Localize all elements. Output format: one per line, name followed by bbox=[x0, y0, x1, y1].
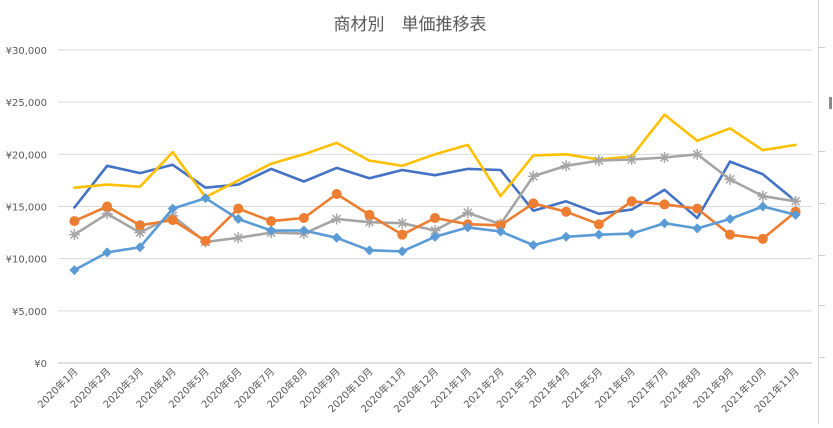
data-point-marker bbox=[659, 218, 670, 229]
data-point-marker bbox=[331, 213, 343, 225]
data-point-marker bbox=[659, 199, 670, 210]
series-4 bbox=[69, 188, 801, 246]
data-point-marker bbox=[626, 196, 637, 207]
data-point-marker bbox=[200, 235, 211, 246]
data-point-marker bbox=[167, 215, 178, 226]
data-point-marker bbox=[790, 195, 802, 207]
series-5 bbox=[69, 193, 801, 276]
edge-tick bbox=[819, 151, 825, 152]
data-point-marker bbox=[757, 190, 769, 202]
data-point-marker bbox=[69, 216, 80, 227]
data-point-marker bbox=[561, 206, 572, 217]
data-point-marker bbox=[757, 233, 768, 244]
data-point-marker bbox=[462, 207, 474, 219]
data-point-marker bbox=[527, 170, 539, 182]
edge-tick bbox=[819, 305, 825, 306]
data-point-marker bbox=[658, 151, 670, 163]
data-point-marker bbox=[626, 228, 637, 239]
series-lines bbox=[68, 113, 802, 276]
data-point-marker bbox=[560, 160, 572, 172]
data-point-marker bbox=[68, 229, 80, 241]
series-line bbox=[73, 160, 797, 220]
y-tick-label: ¥20,000 bbox=[6, 150, 47, 161]
data-point-marker bbox=[692, 223, 703, 234]
window-right-edge bbox=[818, 0, 833, 424]
data-point-marker bbox=[790, 209, 801, 220]
series-2 bbox=[73, 113, 797, 199]
data-point-marker bbox=[331, 188, 342, 199]
data-point-marker bbox=[233, 203, 244, 214]
y-tick-label: ¥15,000 bbox=[6, 203, 47, 214]
y-tick-label: ¥0 bbox=[34, 359, 47, 370]
data-point-marker bbox=[396, 217, 408, 229]
data-point-marker bbox=[593, 219, 604, 230]
edge-tick bbox=[819, 357, 825, 358]
y-axis-tick-labels: ¥0 ¥5,000 ¥10,000 ¥15,000 ¥20,000 ¥25,000 ¥30,… bbox=[6, 46, 47, 370]
data-point-marker bbox=[528, 240, 539, 251]
data-point-marker bbox=[593, 229, 604, 240]
data-point-marker bbox=[266, 216, 277, 227]
data-point-marker bbox=[561, 231, 572, 242]
data-point-marker bbox=[462, 222, 473, 233]
y-tick-label: ¥30,000 bbox=[6, 46, 47, 57]
data-point-marker bbox=[298, 212, 309, 223]
y-tick-label: ¥25,000 bbox=[6, 98, 47, 109]
edge-tick bbox=[819, 47, 825, 48]
data-point-marker bbox=[692, 203, 703, 214]
data-point-marker bbox=[134, 220, 145, 231]
data-point-marker bbox=[430, 212, 440, 223]
x-axis-tick-labels: 2020年1月2020年2月2020年3月2020年4月2020年5月2020年… bbox=[35, 365, 802, 415]
data-point-marker bbox=[331, 232, 342, 243]
data-point-marker bbox=[200, 193, 211, 204]
data-point-marker bbox=[167, 203, 178, 214]
data-point-marker bbox=[69, 265, 80, 276]
data-point-marker bbox=[724, 173, 736, 185]
edge-scroll-marker bbox=[829, 97, 832, 109]
data-point-marker bbox=[232, 232, 244, 244]
data-point-marker bbox=[266, 225, 277, 236]
edge-tick bbox=[819, 203, 825, 204]
data-point-marker bbox=[364, 209, 375, 220]
data-point-marker bbox=[101, 208, 113, 220]
data-point-marker bbox=[134, 227, 146, 239]
data-point-marker bbox=[134, 242, 145, 253]
y-tick-label: ¥10,000 bbox=[6, 255, 47, 266]
data-point-marker bbox=[397, 246, 408, 257]
data-point-marker bbox=[725, 214, 736, 225]
chart-title: 商材別 単価推移表 bbox=[334, 15, 487, 35]
data-point-marker bbox=[429, 224, 441, 236]
series-line bbox=[73, 113, 797, 199]
data-point-marker bbox=[593, 155, 605, 167]
data-point-marker bbox=[102, 201, 113, 212]
series-1 bbox=[73, 160, 797, 220]
data-point-marker bbox=[528, 198, 539, 209]
data-point-marker bbox=[495, 220, 506, 231]
data-point-marker bbox=[363, 216, 375, 228]
data-point-marker bbox=[364, 245, 375, 256]
data-point-marker bbox=[757, 201, 768, 212]
data-point-marker bbox=[725, 229, 736, 240]
data-point-marker bbox=[430, 231, 440, 242]
edge-tick bbox=[819, 255, 825, 256]
data-point-marker bbox=[102, 247, 113, 258]
data-point-marker bbox=[397, 229, 408, 240]
data-point-marker bbox=[298, 225, 309, 236]
data-point-marker bbox=[233, 214, 244, 225]
data-point-marker bbox=[495, 226, 506, 237]
y-tick-label: ¥5,000 bbox=[12, 307, 47, 318]
data-point-marker bbox=[691, 148, 703, 160]
data-point-marker bbox=[626, 154, 638, 166]
